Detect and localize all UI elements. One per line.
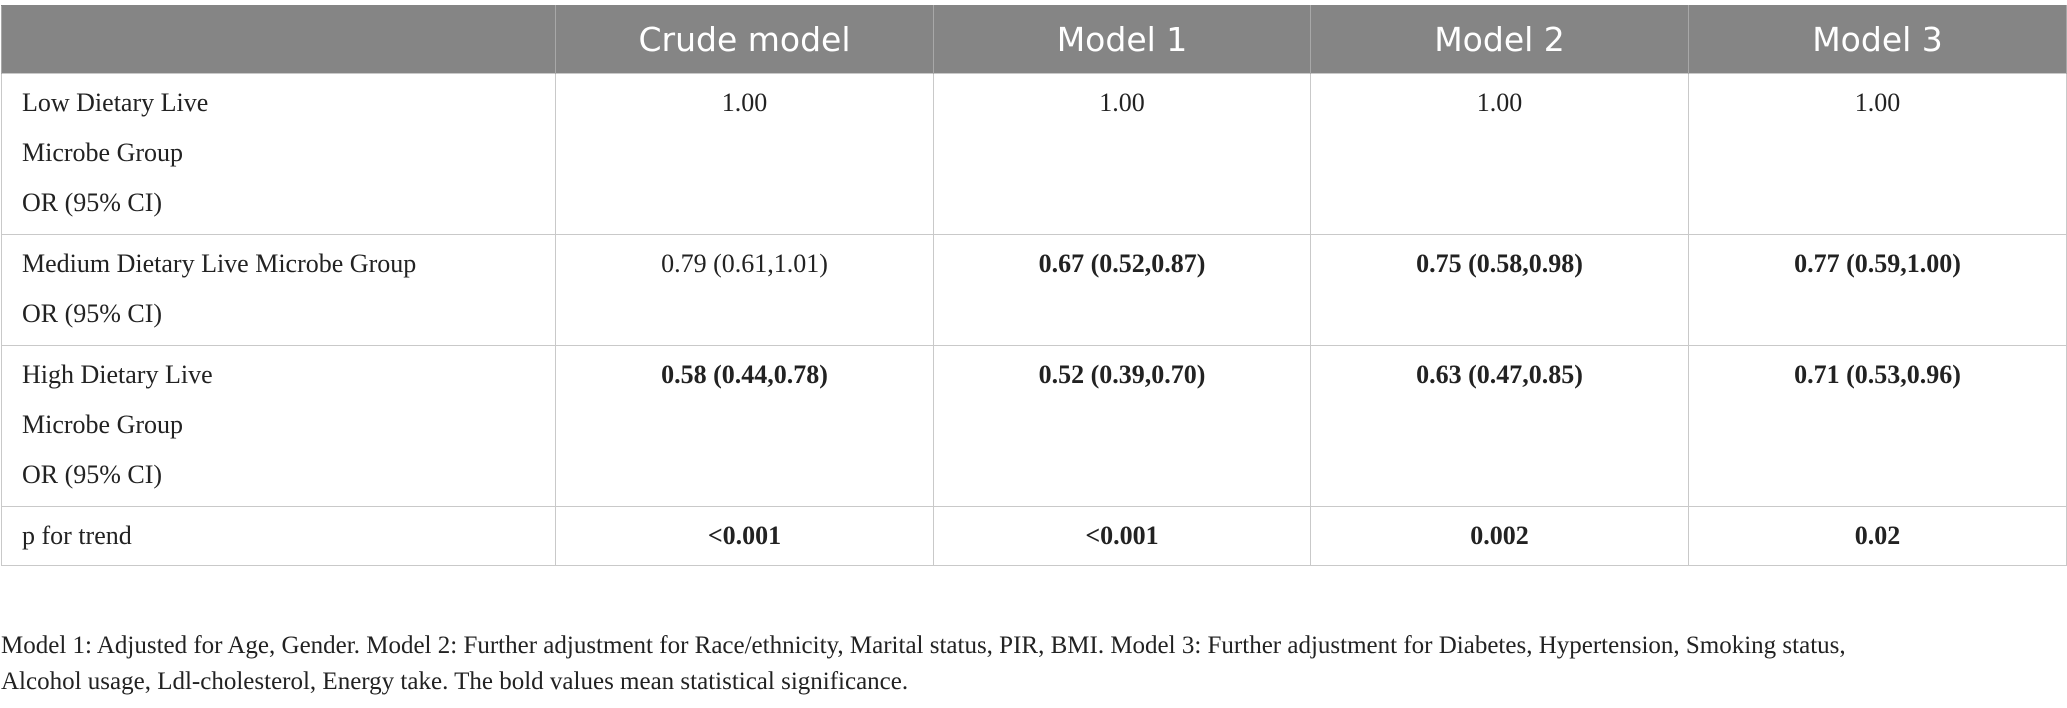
row-label-line: High Dietary Live [22, 360, 213, 389]
row-label-line: Low Dietary Live [22, 88, 209, 117]
footnote-line: Model 1: Adjusted for Age, Gender. Model… [1, 632, 1846, 659]
table-cell: 0.02 [1688, 506, 2067, 566]
table-cell: 1.00 [555, 73, 934, 235]
table-row-low-group: Low Dietary Live Microbe Group OR (95% C… [1, 73, 2067, 235]
row-label-line: Microbe Group [22, 138, 184, 167]
header-cell-model-3: Model 3 [1688, 5, 2067, 74]
row-label: p for trend [1, 506, 556, 566]
table-cell: 0.71 (0.53,0.96) [1688, 345, 2067, 507]
header-cell-model-1: Model 1 [933, 5, 1311, 74]
table-cell: <0.001 [933, 506, 1311, 566]
table-cell: 0.79 (0.61,1.01) [555, 234, 934, 346]
table-footnote: Model 1: Adjusted for Age, Gender. Model… [1, 628, 2041, 700]
footnote-line: Alcohol usage, Ldl-cholesterol, Energy t… [1, 668, 909, 695]
row-label-line: OR (95% CI) [22, 299, 163, 328]
row-label: High Dietary Live Microbe Group OR (95% … [1, 345, 556, 507]
table-cell: 0.002 [1310, 506, 1689, 566]
row-label-line: OR (95% CI) [22, 460, 163, 489]
table-cell: 1.00 [1688, 73, 2067, 235]
table-row-p-for-trend: p for trend <0.001 <0.001 0.002 0.02 [1, 506, 2067, 566]
table-cell: 1.00 [1310, 73, 1689, 235]
results-table-container: Crude model Model 1 Model 2 Model 3 Low … [1, 5, 2067, 566]
results-table: Crude model Model 1 Model 2 Model 3 Low … [1, 5, 2067, 566]
row-label: Low Dietary Live Microbe Group OR (95% C… [1, 73, 556, 235]
table-row-high-group: High Dietary Live Microbe Group OR (95% … [1, 345, 2067, 507]
table-cell: <0.001 [555, 506, 934, 566]
table-row-medium-group: Medium Dietary Live Microbe Group OR (95… [1, 234, 2067, 346]
table-cell: 0.52 (0.39,0.70) [933, 345, 1311, 507]
row-label-line: OR (95% CI) [22, 188, 163, 217]
header-cell-crude-model: Crude model [555, 5, 934, 74]
table-cell: 0.63 (0.47,0.85) [1310, 345, 1689, 507]
table-cell: 0.67 (0.52,0.87) [933, 234, 1311, 346]
header-cell-model-2: Model 2 [1310, 5, 1689, 74]
row-label-line: Medium Dietary Live Microbe Group [22, 249, 417, 278]
table-cell: 0.77 (0.59,1.00) [1688, 234, 2067, 346]
table-header-row: Crude model Model 1 Model 2 Model 3 [1, 5, 2067, 74]
table-cell: 1.00 [933, 73, 1311, 235]
row-label-line: Microbe Group [22, 410, 184, 439]
header-cell-blank [1, 5, 556, 74]
table-cell: 0.75 (0.58,0.98) [1310, 234, 1689, 346]
row-label: Medium Dietary Live Microbe Group OR (95… [1, 234, 556, 346]
row-label-line: p for trend [22, 521, 132, 550]
table-cell: 0.58 (0.44,0.78) [555, 345, 934, 507]
